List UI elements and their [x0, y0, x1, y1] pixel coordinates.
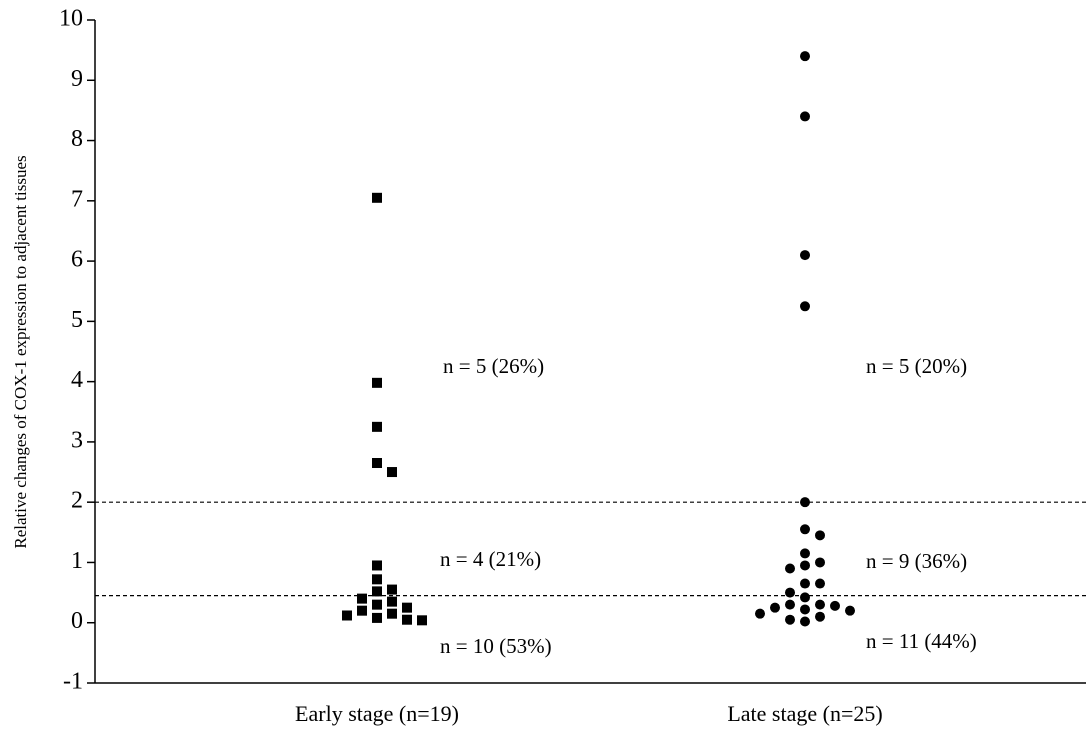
- data-point: [387, 597, 397, 607]
- y-tick-label: 10: [59, 6, 83, 32]
- data-point: [800, 604, 810, 614]
- data-point: [372, 378, 382, 388]
- data-point: [372, 422, 382, 432]
- data-point: [800, 617, 810, 627]
- data-point: [785, 615, 795, 625]
- data-point: [800, 497, 810, 507]
- data-point: [800, 592, 810, 602]
- data-point: [815, 600, 825, 610]
- data-point: [830, 601, 840, 611]
- x-tick-label: Early stage (n=19): [295, 701, 459, 726]
- annotation: n = 10 (53%): [440, 634, 552, 658]
- data-point: [357, 594, 367, 604]
- annotation: n = 9 (36%): [866, 549, 967, 573]
- y-tick-label: 6: [71, 247, 83, 273]
- data-point: [800, 560, 810, 570]
- data-point: [402, 615, 412, 625]
- data-point: [845, 606, 855, 616]
- data-point: [417, 615, 427, 625]
- y-tick-label: 3: [71, 427, 83, 453]
- annotation: n = 5 (26%): [443, 354, 544, 378]
- data-point: [342, 610, 352, 620]
- data-point: [387, 609, 397, 619]
- chart: Relative changes of COX-1 expression to …: [0, 0, 1086, 740]
- y-tick-label: -1: [63, 669, 83, 695]
- data-point: [815, 557, 825, 567]
- data-point: [815, 612, 825, 622]
- x-tick-label: Late stage (n=25): [727, 701, 882, 726]
- data-point: [372, 613, 382, 623]
- data-point: [800, 250, 810, 260]
- y-tick-label: 9: [71, 66, 83, 92]
- annotation: n = 11 (44%): [866, 629, 977, 653]
- data-point: [800, 548, 810, 558]
- y-tick-label: 1: [71, 548, 83, 574]
- data-point: [770, 603, 780, 613]
- data-point: [800, 524, 810, 534]
- data-point: [372, 574, 382, 584]
- y-tick-label: 8: [71, 126, 83, 152]
- data-point: [372, 560, 382, 570]
- data-point: [372, 458, 382, 468]
- data-point: [800, 51, 810, 61]
- data-point: [800, 111, 810, 121]
- data-point: [372, 193, 382, 203]
- data-point: [755, 609, 765, 619]
- y-tick-label: 0: [71, 608, 83, 634]
- annotation: n = 5 (20%): [866, 354, 967, 378]
- data-point: [785, 600, 795, 610]
- y-tick-label: 5: [71, 307, 83, 333]
- data-point: [387, 467, 397, 477]
- data-point: [815, 579, 825, 589]
- data-point: [372, 586, 382, 596]
- y-tick-label: 2: [71, 488, 83, 514]
- data-point: [785, 563, 795, 573]
- data-point: [800, 301, 810, 311]
- data-point: [357, 606, 367, 616]
- data-point: [800, 579, 810, 589]
- data-point: [402, 603, 412, 613]
- data-point: [815, 530, 825, 540]
- y-axis-label: Relative changes of COX-1 expression to …: [11, 155, 30, 548]
- data-point: [785, 588, 795, 598]
- data-point: [387, 585, 397, 595]
- data-point: [372, 600, 382, 610]
- y-tick-label: 7: [71, 186, 83, 212]
- y-tick-label: 4: [71, 367, 83, 393]
- annotation: n = 4 (21%): [440, 547, 541, 571]
